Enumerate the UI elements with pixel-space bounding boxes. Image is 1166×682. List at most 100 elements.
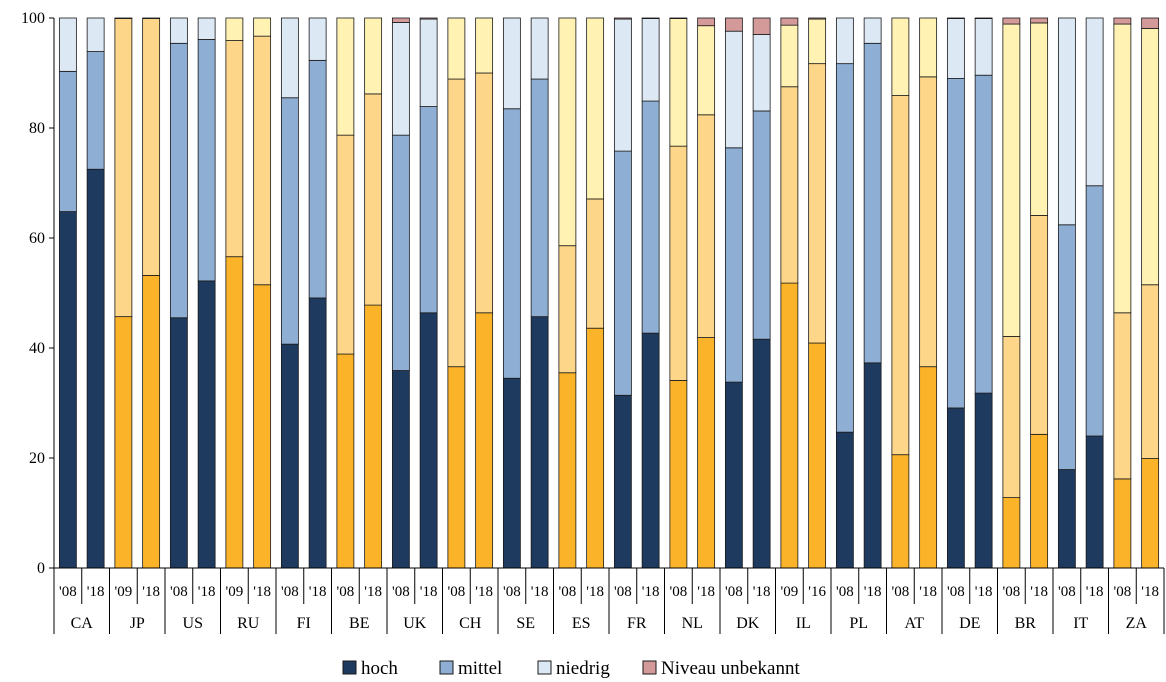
bar-segment-3 (1113, 23, 1132, 314)
country-label: FR (627, 615, 647, 632)
bar-segment-4 (780, 17, 799, 26)
bar-segment-1 (586, 327, 605, 569)
bar-segment-2 (447, 78, 466, 368)
x-tick-label: '09 (115, 584, 133, 600)
country-label: IL (796, 615, 811, 632)
bar-segment-4 (808, 17, 827, 20)
x-tick-label: '18 (1086, 584, 1104, 600)
x-tick-label: '18 (142, 584, 160, 600)
bar-segment-3 (752, 34, 771, 112)
bar-segment-1 (946, 407, 965, 569)
bar-segment-4 (613, 17, 632, 20)
bar-segment-3 (835, 17, 854, 65)
legend-label: Niveau unbekannt (661, 658, 800, 679)
bar-segment-3 (586, 17, 605, 200)
bar-segment-2 (641, 100, 660, 334)
x-tick-label: '08 (59, 584, 77, 600)
bar-segment-1 (253, 284, 272, 569)
bar-segment-1 (835, 431, 854, 569)
x-tick-label: '18 (420, 584, 438, 600)
bar-segment-2 (558, 245, 577, 374)
x-tick-label: '08 (836, 584, 854, 600)
bar-segment-4 (697, 17, 716, 27)
x-tick-label: '18 (253, 584, 271, 600)
bar-segment-3 (530, 17, 549, 80)
legend-swatch (439, 660, 454, 675)
bar-segment-1 (669, 380, 688, 569)
bar-segment-3 (919, 17, 938, 78)
bar-segment-1 (447, 366, 466, 569)
x-tick-label: '09 (226, 584, 244, 600)
x-tick-label: '08 (337, 584, 355, 600)
bar-segment-4 (946, 17, 965, 19)
bar-segment-2 (391, 134, 410, 371)
bar-segment-3 (974, 18, 993, 76)
bar-segment-1 (919, 366, 938, 569)
bar-segment-2 (280, 97, 299, 345)
bar-segment-3 (808, 18, 827, 65)
bar-segment-2 (780, 86, 799, 284)
legend-swatch (342, 660, 357, 675)
bar-segment-1 (697, 337, 716, 569)
legend-swatch (642, 660, 657, 675)
bar-segment-1 (863, 362, 882, 569)
bar-segment-1 (197, 280, 216, 569)
bar-segment-3 (475, 17, 494, 74)
x-tick-label: '08 (614, 584, 632, 600)
bar-segment-4 (1002, 17, 1021, 25)
bar-segment-3 (364, 17, 383, 95)
bar-segment-3 (641, 18, 660, 102)
country-label: PL (849, 615, 868, 632)
bar-segment-4 (419, 17, 438, 20)
bar-segment-3 (197, 17, 216, 40)
x-tick-label: '08 (1114, 584, 1132, 600)
x-tick-label: '18 (198, 584, 216, 600)
bar-segment-1 (280, 343, 299, 569)
country-label: IT (1073, 615, 1088, 632)
bar-segment-2 (114, 18, 133, 318)
bar-segment-2 (197, 39, 216, 282)
country-label: CA (71, 615, 94, 632)
bar-segment-4 (1030, 17, 1049, 24)
x-tick-label: '08 (1058, 584, 1076, 600)
bar-segment-2 (919, 76, 938, 368)
bar-segment-1 (1141, 458, 1160, 569)
bar-segment-4 (1113, 17, 1132, 25)
bar-segment-4 (669, 17, 688, 19)
country-label: DK (736, 615, 760, 632)
bar-segment-3 (1141, 28, 1160, 286)
bar-segment-1 (391, 370, 410, 569)
x-tick-label: '08 (392, 584, 410, 600)
bar-segment-2 (169, 42, 188, 319)
bar-segment-3 (613, 18, 632, 152)
x-tick-label: '18 (642, 584, 660, 600)
bar-segment-3 (58, 17, 77, 72)
bar-segment-3 (114, 17, 133, 19)
country-label: ZA (1126, 615, 1148, 632)
bar-segment-3 (391, 21, 410, 136)
x-tick-label: '08 (947, 584, 965, 600)
country-label: FI (297, 615, 311, 632)
y-tick-label: 100 (21, 10, 45, 27)
bar-segment-3 (502, 17, 521, 110)
x-tick-label: '18 (864, 584, 882, 600)
bar-segment-3 (253, 17, 272, 37)
bar-segment-2 (1141, 284, 1160, 459)
bar-segment-1 (808, 342, 827, 569)
bar-segment-1 (58, 211, 77, 569)
bar-segment-3 (225, 17, 244, 41)
bar-segment-2 (142, 18, 161, 276)
bar-segment-2 (752, 110, 771, 340)
bar-segment-3 (891, 17, 910, 96)
bar-segment-1 (1002, 497, 1021, 569)
x-tick-label: '08 (559, 584, 577, 600)
x-tick-label: '08 (892, 584, 910, 600)
bar-segment-1 (142, 274, 161, 569)
bar-segment-1 (336, 353, 355, 569)
x-tick-label: '16 (808, 584, 826, 600)
bars-layer (58, 17, 1160, 569)
bar-segment-3 (780, 24, 799, 88)
legend-label: niedrig (556, 658, 610, 679)
bar-segment-3 (558, 17, 577, 247)
bar-segment-1 (1057, 469, 1076, 569)
